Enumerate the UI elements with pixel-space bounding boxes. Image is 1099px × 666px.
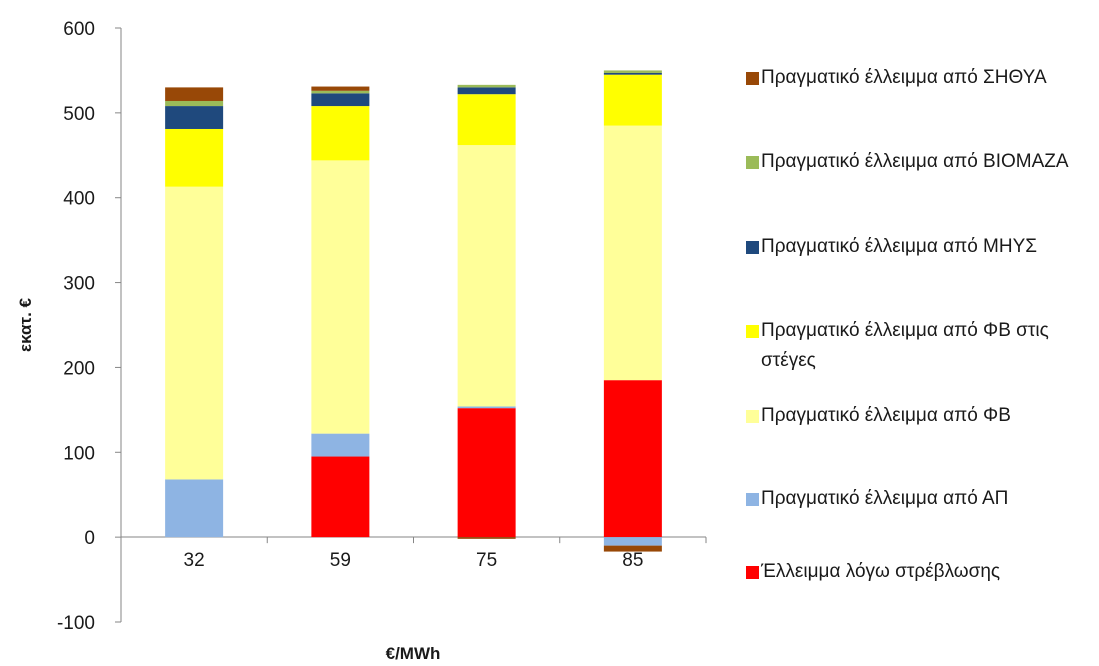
y-tick-label: 0 — [84, 528, 95, 549]
y-ticks: -100 0 100 200 300 400 500 600 — [57, 19, 121, 634]
y-tick-label: 300 — [63, 274, 95, 295]
y-tick-label: -100 — [57, 613, 95, 634]
y-tick-label: 500 — [63, 104, 95, 125]
legend-label: Πραγματικό έλλειμμα από ΑΠ — [761, 488, 1009, 509]
bar-segment — [311, 456, 370, 538]
legend-item: Πραγματικό έλλειμμα από ΣΗΘΥΑ — [746, 66, 1096, 93]
legend-item: Πραγματικό έλλειμμα από ΦΒ στις στέγες — [746, 319, 1096, 376]
bar-segment — [311, 86, 370, 91]
x-tick-label: 85 — [622, 550, 643, 571]
bar-segment — [165, 87, 224, 101]
legend-item: Έλλειμμα λόγω στρέβλωσης — [746, 560, 1096, 587]
legend-label: Πραγματικό έλλειμμα από ΜΗΥΣ — [761, 236, 1038, 257]
legend-label: Πραγματικό έλλειμμα από ΦΒ στις στέγες — [761, 320, 1049, 371]
bar-segment — [603, 545, 662, 552]
legend-swatch — [746, 410, 759, 423]
bar-segment — [165, 479, 224, 538]
bar-segment — [311, 433, 370, 457]
bar-segment — [457, 94, 516, 146]
y-tick-label: 100 — [63, 443, 95, 464]
bar-segment — [457, 537, 516, 539]
bar-segment — [457, 145, 516, 407]
legend-item: Πραγματικό έλλειμμα από ΑΠ — [746, 487, 1096, 514]
bar-segment — [457, 406, 516, 409]
bar-segment — [457, 87, 516, 95]
legend-label: Πραγματικό έλλειμμα από ΒΙΟΜΑΖΑ — [761, 151, 1069, 172]
legend-item: Πραγματικό έλλειμμα από ΦΒ — [746, 404, 1096, 431]
y-tick-label: 600 — [63, 19, 95, 40]
bar-segment — [603, 74, 662, 126]
legend-swatch — [746, 325, 759, 338]
legend-swatch — [746, 566, 759, 579]
legend-label: Πραγματικό έλλειμμα από ΣΗΘΥΑ — [761, 67, 1047, 88]
bar-segment — [603, 70, 662, 73]
y-tick-label: 400 — [63, 189, 95, 210]
legend-swatch — [746, 241, 759, 254]
bar-segment — [457, 408, 516, 538]
legend-swatch — [746, 156, 759, 169]
legend-swatch — [746, 72, 759, 85]
x-tick-label: 59 — [330, 550, 351, 571]
bar-segment — [603, 380, 662, 538]
bar-segment — [311, 106, 370, 161]
x-ticks: 32 59 75 85 — [120, 537, 707, 571]
bar-segment — [165, 106, 224, 129]
bar-segment — [457, 84, 516, 88]
bar-segment — [165, 186, 224, 480]
x-axis-title: €/MWh — [386, 644, 441, 663]
bar-segment — [165, 128, 224, 187]
bars — [165, 70, 662, 552]
y-tick-label: 200 — [63, 358, 95, 379]
y-axis-title: εκατ. € — [16, 297, 35, 351]
x-tick-label: 32 — [184, 550, 205, 571]
bar-segment — [603, 125, 662, 381]
bar-segment — [165, 100, 224, 107]
x-tick-label: 75 — [476, 550, 497, 571]
legend-item: Πραγματικό έλλειμμα από ΜΗΥΣ — [746, 235, 1096, 262]
bar-segment — [603, 537, 662, 546]
legend-label: Πραγματικό έλλειμμα από ΦΒ — [761, 405, 1011, 426]
legend-swatch — [746, 493, 759, 506]
legend-item: Πραγματικό έλλειμμα από ΒΙΟΜΑΖΑ — [746, 150, 1096, 177]
bar-segment — [311, 93, 370, 107]
bar-segment — [311, 160, 370, 434]
legend-label: Έλλειμμα λόγω στρέβλωσης — [761, 561, 1001, 582]
bar-segment — [311, 90, 370, 94]
bar-segment — [603, 72, 662, 75]
